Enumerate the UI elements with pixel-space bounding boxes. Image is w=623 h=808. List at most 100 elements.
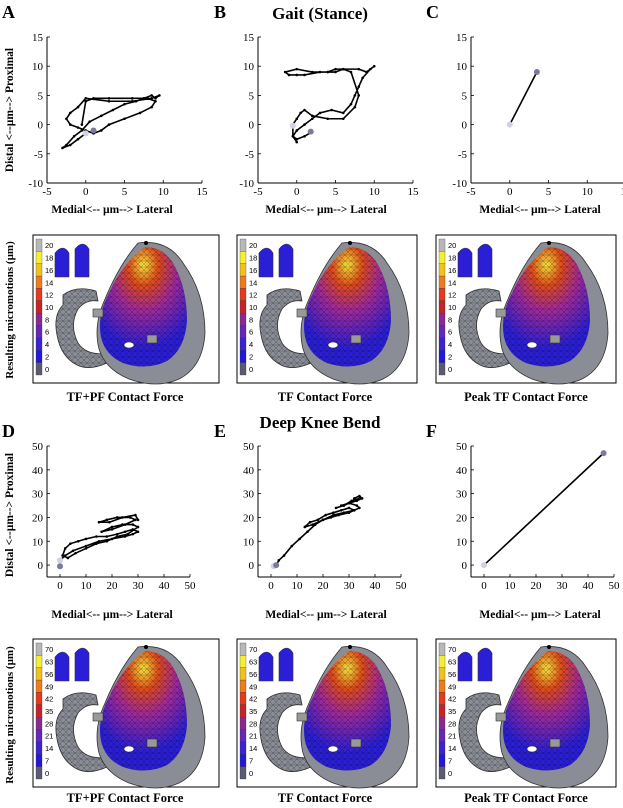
colorbar-tick-label: 0 [45,365,49,374]
panel-letter-c: C [426,2,439,22]
trajectory-point [283,70,287,74]
trajectory-point [341,67,345,71]
colorbar-tick-label: 56 [45,670,53,679]
colorbar-segment [438,667,446,681]
x-axis-label-b: Medial<-- µm--> Lateral [265,204,386,216]
y-tick-label: 30 [243,489,255,501]
x-tick-label: 30 [557,580,569,592]
x-tick-label: 50 [609,580,621,592]
trajectory-point [88,120,91,123]
femur-mesh-texture [55,692,112,772]
trajectory-point [115,535,119,538]
y-tick-label: -5 [245,149,255,161]
colorbar-tick-label: 42 [249,695,257,704]
trajectory-point [63,547,67,550]
colorbar-segment [438,741,446,755]
panel-letter-f: F [426,421,437,441]
colorbar-segment [239,729,247,743]
caption-dkb-tf: TF Contact Force [278,791,373,805]
colorbar-tick-label: 6 [249,328,253,337]
x-axis-label-a: Medial<-- µm--> Lateral [51,204,172,216]
colorbar-tick-label: 16 [249,266,257,275]
x-tick-label: 0 [294,186,300,198]
apex-marker [348,645,352,649]
colorbar-tick-label: 28 [45,719,53,728]
y-tick-label: -10 [239,178,254,190]
end-marker [90,127,97,134]
colorbar-segment [438,692,446,705]
colorbar-tick-label: 16 [448,266,456,275]
colorbar-segment [239,679,247,693]
colorbar-segment [35,704,43,718]
implant-mesh-texture [503,651,590,771]
y-tick-label: 20 [456,512,468,524]
peg-left [296,308,308,318]
trajectory-point [138,111,142,115]
colorbar-segment [239,300,247,314]
colorbar-tick-label: 10 [45,303,53,312]
x-tick-label: 10 [158,186,170,198]
trajectory-point [326,117,330,121]
trajectory-point [308,520,312,524]
peg-left [296,712,308,722]
trajectory-point [63,554,67,557]
trajectory-point [353,94,357,97]
trajectory-point [318,70,322,74]
trajectory-point [111,108,115,112]
trajectory-point [295,73,299,77]
colorbar-segment [239,704,247,718]
colorbar-segment [35,692,43,705]
colorbar-tick-label: 21 [448,732,456,741]
trajectory-point [80,123,84,126]
trajectory-point [123,535,127,538]
trajectory-point [310,70,314,74]
deep-knee-bend-title: Deep Knee Bend [260,413,381,432]
trajectory-point [84,97,88,100]
trajectory-point [334,506,338,510]
end-marker [57,563,63,570]
colorbar-tick-label: 7 [249,756,253,765]
colorbar-segment [438,325,446,339]
x-axis-label-c: Medial<-- µm--> Lateral [479,204,600,216]
colorbar-segment [438,337,446,351]
femur-mesh-texture [458,288,515,368]
caption-gait-tf-pf: TF+PF Contact Force [67,390,184,404]
colorbar-tick-label: 49 [45,682,53,691]
y-tick-label: 50 [456,441,468,453]
x-tick-label: -5 [466,186,476,198]
trajectory-point [76,539,80,543]
colorbar-tick-label: 14 [249,744,257,753]
y-tick-label: 10 [32,61,44,73]
peg-right [350,738,362,748]
colorbar-segment [239,692,247,705]
end-marker [273,562,280,569]
trajectory-point [360,497,364,500]
trajectory-point [107,99,111,103]
colorbar-segment [438,766,446,780]
colorbar-tick-label: 12 [249,291,257,300]
colorbar-segment [239,754,247,767]
trajectory-point [334,70,337,74]
implant-mesh-texture [100,247,187,367]
trajectory-point [299,111,302,115]
colorbar-tick-label: 12 [45,291,53,300]
colorbar-segment [438,642,446,656]
y-tick-label: 5 [249,90,255,102]
trajectory-point [131,523,135,526]
trajectory-point [61,146,64,150]
trajectory-point [84,537,88,541]
colorbar-segment [35,655,43,668]
trajectory-point [352,497,356,500]
trajectory-point [339,504,343,507]
trajectory-point [105,539,109,543]
colorbar-tick-label: 21 [45,732,53,741]
trajectory-line [483,452,605,566]
y-tick-label: 40 [32,465,44,477]
x-tick-label: 5 [333,186,339,198]
x-tick-label: 50 [185,580,197,592]
trajectory-point [134,99,138,103]
